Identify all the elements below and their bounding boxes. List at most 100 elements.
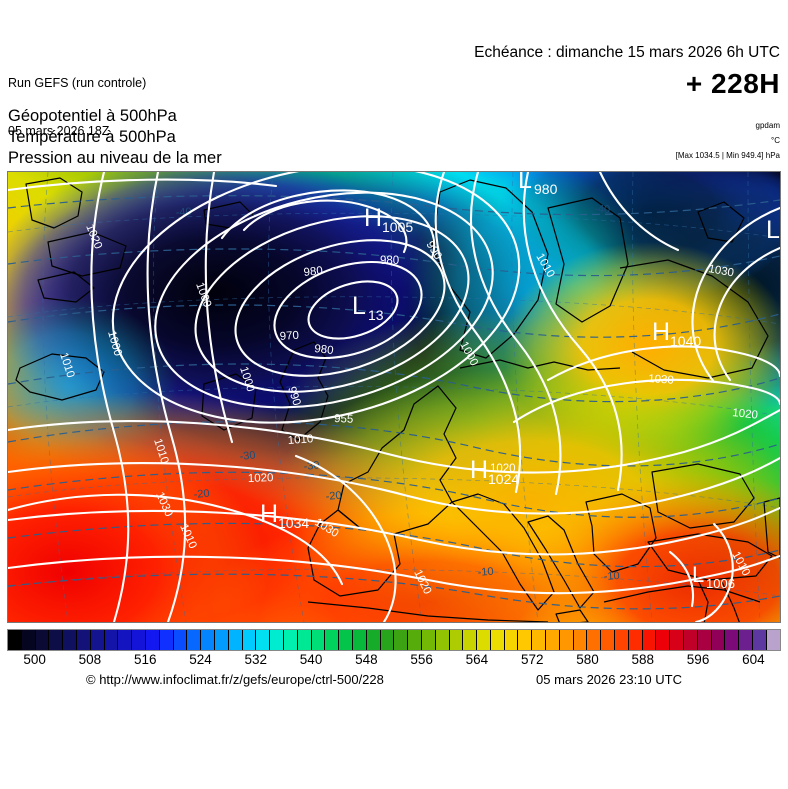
colorbar-segment xyxy=(656,630,671,650)
pressure-centre-l-1-east: L 1 xyxy=(766,216,780,244)
svg-text:990: 990 xyxy=(285,385,302,407)
colorbar-tick-label: 500 xyxy=(23,652,46,667)
svg-text:1010: 1010 xyxy=(287,433,313,447)
colorbar-segment xyxy=(173,630,188,650)
colorbar-segment xyxy=(518,630,533,650)
svg-text:-40: -40 xyxy=(175,206,192,219)
colorbar-segment xyxy=(546,630,560,650)
colorbar-segment xyxy=(21,630,36,650)
colorbar-segment xyxy=(145,630,160,650)
svg-text:L: L xyxy=(692,562,704,587)
title-pressure: Pression au niveau de la mer xyxy=(8,149,222,167)
pressure-centre-l-980: L 980 xyxy=(518,172,558,197)
svg-text:-10: -10 xyxy=(477,566,494,579)
colorbar-tick-label: 580 xyxy=(576,652,599,667)
colorbar-tick-label: 508 xyxy=(78,652,102,667)
colorbar-segment xyxy=(76,630,91,650)
colorbar-segment xyxy=(628,630,643,650)
pressure-centre-h-1024: H 1024 xyxy=(470,456,519,487)
colorbar-segment xyxy=(63,630,77,650)
svg-text:980: 980 xyxy=(380,255,399,267)
isobars xyxy=(8,172,780,622)
colorbar-tick-label: 532 xyxy=(244,652,268,667)
colorbar-segment xyxy=(504,630,519,650)
colorbar-segment xyxy=(228,630,243,650)
svg-text:-20: -20 xyxy=(193,488,210,501)
colorbar-segment xyxy=(477,630,491,650)
colorbar-segment xyxy=(684,630,698,650)
colorbar-segment xyxy=(394,630,409,650)
colorbar-segment xyxy=(104,630,119,650)
colorbar-segment xyxy=(283,630,298,650)
colorbar-segment xyxy=(435,630,450,650)
generated-timestamp: 05 mars 2026 23:10 UTC xyxy=(536,672,682,687)
svg-text:955: 955 xyxy=(334,413,354,426)
colorbar-segment xyxy=(49,630,64,650)
colorbar-segment xyxy=(270,630,284,650)
colorbar-segment xyxy=(339,630,353,650)
colorbar-tick-label: 548 xyxy=(355,652,378,667)
svg-text:1020: 1020 xyxy=(248,472,274,485)
colorbar-segment xyxy=(256,630,271,650)
svg-text:13: 13 xyxy=(368,307,384,323)
map-canvas: -40 -40 -30 -30 -20 -20 -10 -10 xyxy=(8,172,780,622)
colorbar-segment xyxy=(8,630,22,650)
svg-text:-30: -30 xyxy=(303,459,320,473)
colorbar-segment xyxy=(132,630,146,650)
colorbar-segment xyxy=(380,630,395,650)
colorbar-ticks: 500 508 516 524 532 540 548 556 564 572 580 588 596 6… xyxy=(7,652,781,672)
weather-map[interactable]: -40 -40 -30 -30 -20 -20 -10 -10 xyxy=(7,171,781,623)
valid-time-label: Echéance : dimanche 15 mars 2026 6h UTC xyxy=(474,44,780,61)
title-temperature: Température à 500hPa xyxy=(8,128,176,146)
pressure-centre-h-1005: H 1005 xyxy=(364,204,413,235)
svg-text:980: 980 xyxy=(303,265,323,279)
colorbar-segment xyxy=(35,630,50,650)
svg-text:1024: 1024 xyxy=(488,471,519,487)
svg-text:-40: -40 xyxy=(594,203,611,216)
colorbar-segment xyxy=(670,630,685,650)
svg-text:1020: 1020 xyxy=(732,407,759,422)
colorbar-tick-label: 556 xyxy=(410,652,433,667)
run-info: Run GEFS (run controle) 05 mars 2026 18Z xyxy=(8,43,146,171)
colorbar-segment xyxy=(408,630,422,650)
pressure-centre-h-1034: H 1034 xyxy=(260,500,309,531)
colorbar-segment xyxy=(242,630,257,650)
colorbar-tick-label: 588 xyxy=(631,652,655,667)
colorbar-tick-label: 524 xyxy=(189,652,212,667)
colorbar-segment xyxy=(421,630,436,650)
source-url[interactable]: © http://www.infoclimat.fr/z/gefs/europe… xyxy=(86,672,384,687)
colorbar-tick-label: 596 xyxy=(686,652,710,667)
colorbar-segment xyxy=(766,630,780,650)
colorbar-segment xyxy=(118,630,133,650)
colorbar-segment xyxy=(449,630,464,650)
colorbar-segment xyxy=(297,630,312,650)
page-title: Géopotentiel à 500hPa Température à 500h… xyxy=(8,106,222,169)
svg-text:1020: 1020 xyxy=(490,463,516,475)
colorbar-segment xyxy=(159,630,174,650)
title-geopotential: Géopotentiel à 500hPa xyxy=(8,107,177,125)
colorbar-segment xyxy=(725,630,740,650)
colorbar-segment xyxy=(325,630,340,650)
svg-text:H: H xyxy=(364,204,382,232)
colorbar-segment xyxy=(366,630,381,650)
colorbar[interactable] xyxy=(7,629,781,651)
colorbar-segment xyxy=(739,630,754,650)
svg-text:980: 980 xyxy=(314,343,334,357)
svg-text:H: H xyxy=(260,500,278,528)
colorbar-tick-label: 516 xyxy=(133,652,157,667)
svg-text:1034: 1034 xyxy=(278,515,309,531)
unit-geopotential-label: gpdam xyxy=(755,121,780,130)
svg-text:-10: -10 xyxy=(603,570,620,583)
colorbar-segment xyxy=(573,630,588,650)
svg-text:-20: -20 xyxy=(325,490,342,503)
run-date-label: 05 mars 2026 18Z xyxy=(8,124,110,138)
colorbar-segment xyxy=(642,630,657,650)
extremes-label: [Max 1034.5 | Min 949.4] hPa xyxy=(675,151,780,160)
pressure-centre-l-1006: L 1006 xyxy=(692,562,735,591)
svg-text:L: L xyxy=(518,172,532,194)
colorbar-segment xyxy=(214,630,229,650)
run-model-label: Run GEFS (run controle) xyxy=(8,76,147,90)
colorbar-segment xyxy=(559,630,574,650)
pressure-centre-l-13: L 13 xyxy=(352,292,384,323)
